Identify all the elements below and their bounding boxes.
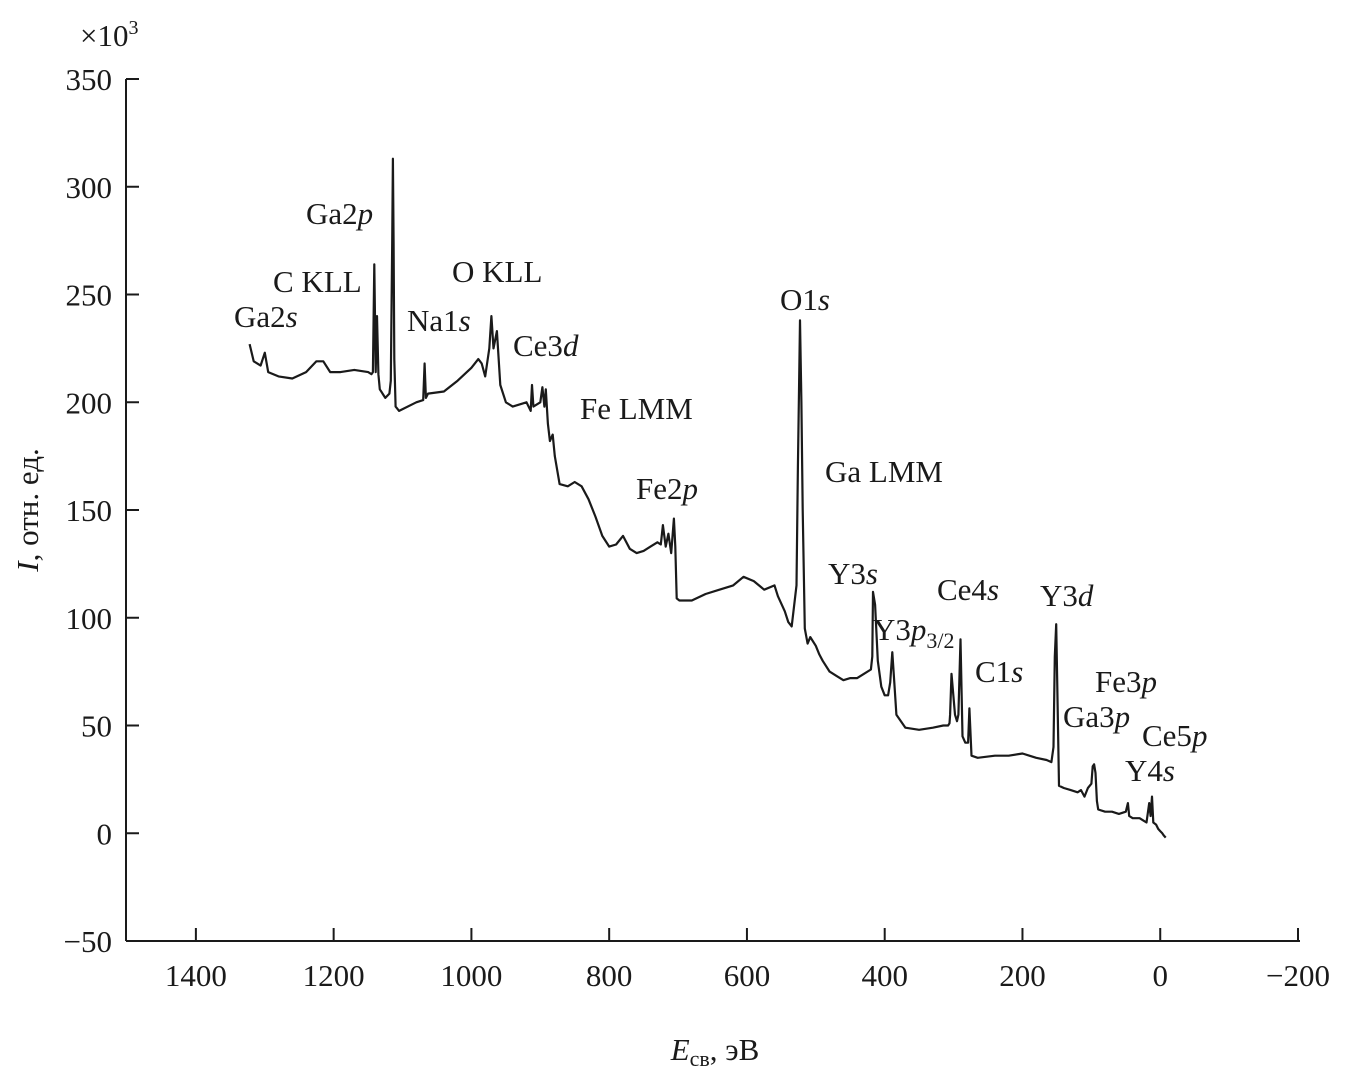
text-part: Ce4 [937,572,987,607]
text-part: Ce5 [1142,718,1192,753]
peak-label: Fe3p [1095,664,1157,699]
peak-label: Ce3d [513,328,579,363]
peak-label: C1s [975,654,1023,689]
x-axis-label: Eсв, эВ [670,1032,760,1071]
x-tick-label: 0 [1152,958,1168,993]
text-part: p [1140,664,1158,699]
text-part: p [909,612,927,647]
peak-label: Ga2s [234,299,298,334]
y-tick-label: 300 [66,170,113,205]
y-tick-label: 50 [81,709,112,744]
text-part: , отн. ед. [10,448,45,561]
x-tick-label: 800 [586,958,633,993]
text-part: O KLL [452,254,542,289]
peak-label: Ga2p [306,196,373,231]
y-tick-label: 150 [66,493,113,528]
text-part: s [866,556,878,591]
text-part: Ga3 [1063,699,1115,734]
text-part: Fe2 [636,471,683,506]
text-part: св [690,1046,710,1071]
text-part: O1 [780,282,818,317]
x-tick-label: −200 [1266,958,1330,993]
text-part: ×10 [80,18,128,53]
scale-label: ×103 [80,17,138,53]
text-part: Ga2 [234,299,286,334]
x-tick-label: 200 [999,958,1046,993]
text-part: Ga2 [306,196,358,231]
x-tick-label: 600 [724,958,771,993]
text-part: Ga LMM [825,454,943,489]
peak-label: Fe LMM [580,391,693,426]
text-part: C1 [975,654,1011,689]
text-part: 3 [128,17,138,39]
text-part: s [987,572,999,607]
text-part: , эВ [710,1032,759,1067]
text-part: Fe3 [1095,664,1142,699]
y-tick-label: 0 [97,816,113,851]
y-tick-label: 250 [66,278,113,313]
y-tick-label: −50 [64,924,112,959]
text-part: Y4 [1125,753,1163,788]
text-part: p [1113,699,1131,734]
y-tick-label: 200 [66,385,113,420]
text-part: Ce3 [513,328,563,363]
peak-label: Ce4s [937,572,999,607]
text-part: Y3 [873,612,911,647]
text-part: s [286,299,298,334]
peak-label: Y3d [1040,578,1094,613]
text-part: 3/2 [926,628,954,653]
y-tick-label: 350 [66,62,113,97]
y-tick-label: 100 [66,601,113,636]
x-tick-label: 1200 [303,958,365,993]
text-part: Y3 [828,556,866,591]
text-part: s [459,303,471,338]
text-part: d [563,328,579,363]
text-part: Na1 [407,303,459,338]
peak-label: Fe2p [636,471,698,506]
text-part: s [1163,753,1175,788]
peak-label: Y3p3/2 [873,612,955,653]
text-part: p [356,196,374,231]
peak-label: O1s [780,282,830,317]
peak-label: Ce5p [1142,718,1207,753]
peak-label: C KLL [273,264,362,299]
text-part: Y3 [1040,578,1078,613]
x-tick-label: 400 [861,958,908,993]
peak-label: Y4s [1125,753,1175,788]
peak-label: Ga LMM [825,454,943,489]
text-part: d [1078,578,1094,613]
x-tick-label: 1000 [440,958,502,993]
y-axis-label: I, отн. ед. [10,448,45,572]
peak-label: O KLL [452,254,542,289]
text-part: C KLL [273,264,362,299]
peak-label: Ga3p [1063,699,1130,734]
peak-label: Y3s [828,556,878,591]
text-part: p [681,471,699,506]
x-tick-label: 1400 [165,958,227,993]
spectrum-line [248,157,1167,839]
text-part: Fe LMM [580,391,693,426]
text-part: s [1011,654,1023,689]
text-part: I [10,560,45,573]
text-part: E [670,1032,690,1067]
peak-label: Na1s [407,303,471,338]
text-part: p [1190,718,1208,753]
text-part: s [818,282,830,317]
